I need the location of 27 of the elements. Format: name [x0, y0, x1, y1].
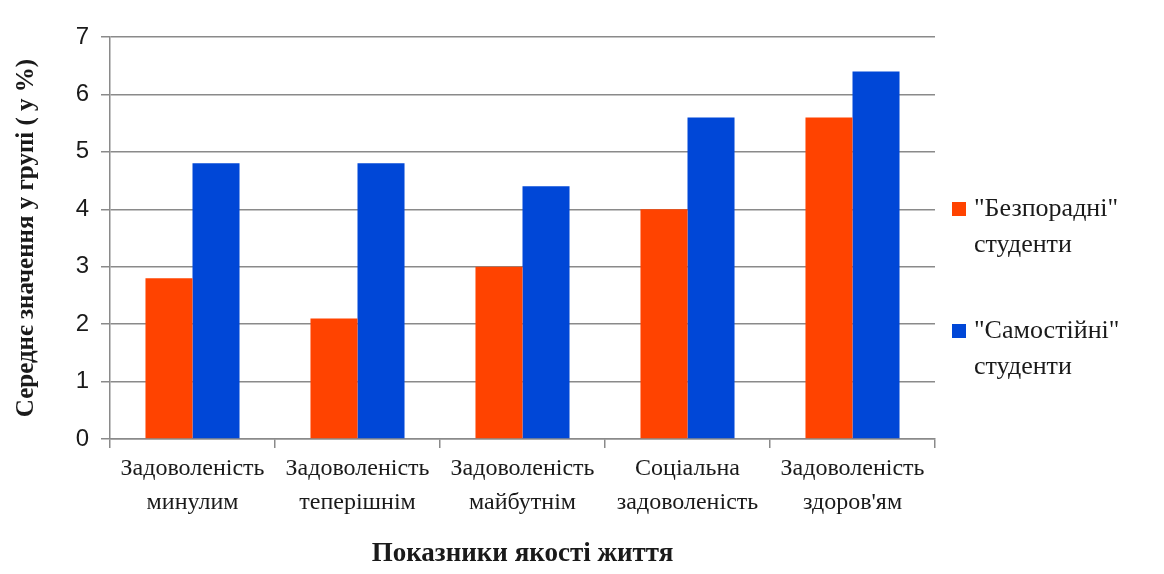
x-tick-label: Соціальна задоволеність	[616, 454, 759, 514]
bar	[145, 278, 193, 439]
y-tick-label: 3	[75, 251, 89, 279]
bar	[640, 209, 688, 439]
bar	[805, 117, 853, 439]
x-tick-label: Задоволеність здоров'ям	[780, 454, 925, 514]
y-tick-label: 1	[75, 366, 89, 394]
bar	[310, 318, 358, 439]
bar	[192, 163, 240, 439]
legend-label: "Безпорадні" студенти	[974, 192, 1120, 260]
y-tick-label: 6	[75, 79, 89, 107]
y-tick-label: 7	[75, 21, 89, 49]
bar	[522, 186, 570, 439]
legend-label: "Самостійні" студенти	[974, 314, 1121, 382]
y-tick-label: 5	[75, 136, 89, 164]
bar	[475, 266, 523, 439]
y-tick-label: 4	[75, 193, 89, 221]
y-tick-label: 0	[75, 423, 89, 451]
x-axis-title: Показники якості життя	[371, 536, 674, 567]
bar	[357, 163, 405, 439]
y-axis-title: Середнє значення у групі ( у %)	[11, 58, 40, 418]
x-tick-label: Задоволеність теперішнім	[285, 454, 430, 514]
x-tick-label: Задоволеність майбутнім	[450, 454, 595, 514]
bar	[687, 117, 735, 439]
bar	[852, 71, 900, 439]
x-tick-label: Задоволеність минулим	[120, 454, 265, 514]
y-tick-label: 2	[75, 308, 89, 336]
